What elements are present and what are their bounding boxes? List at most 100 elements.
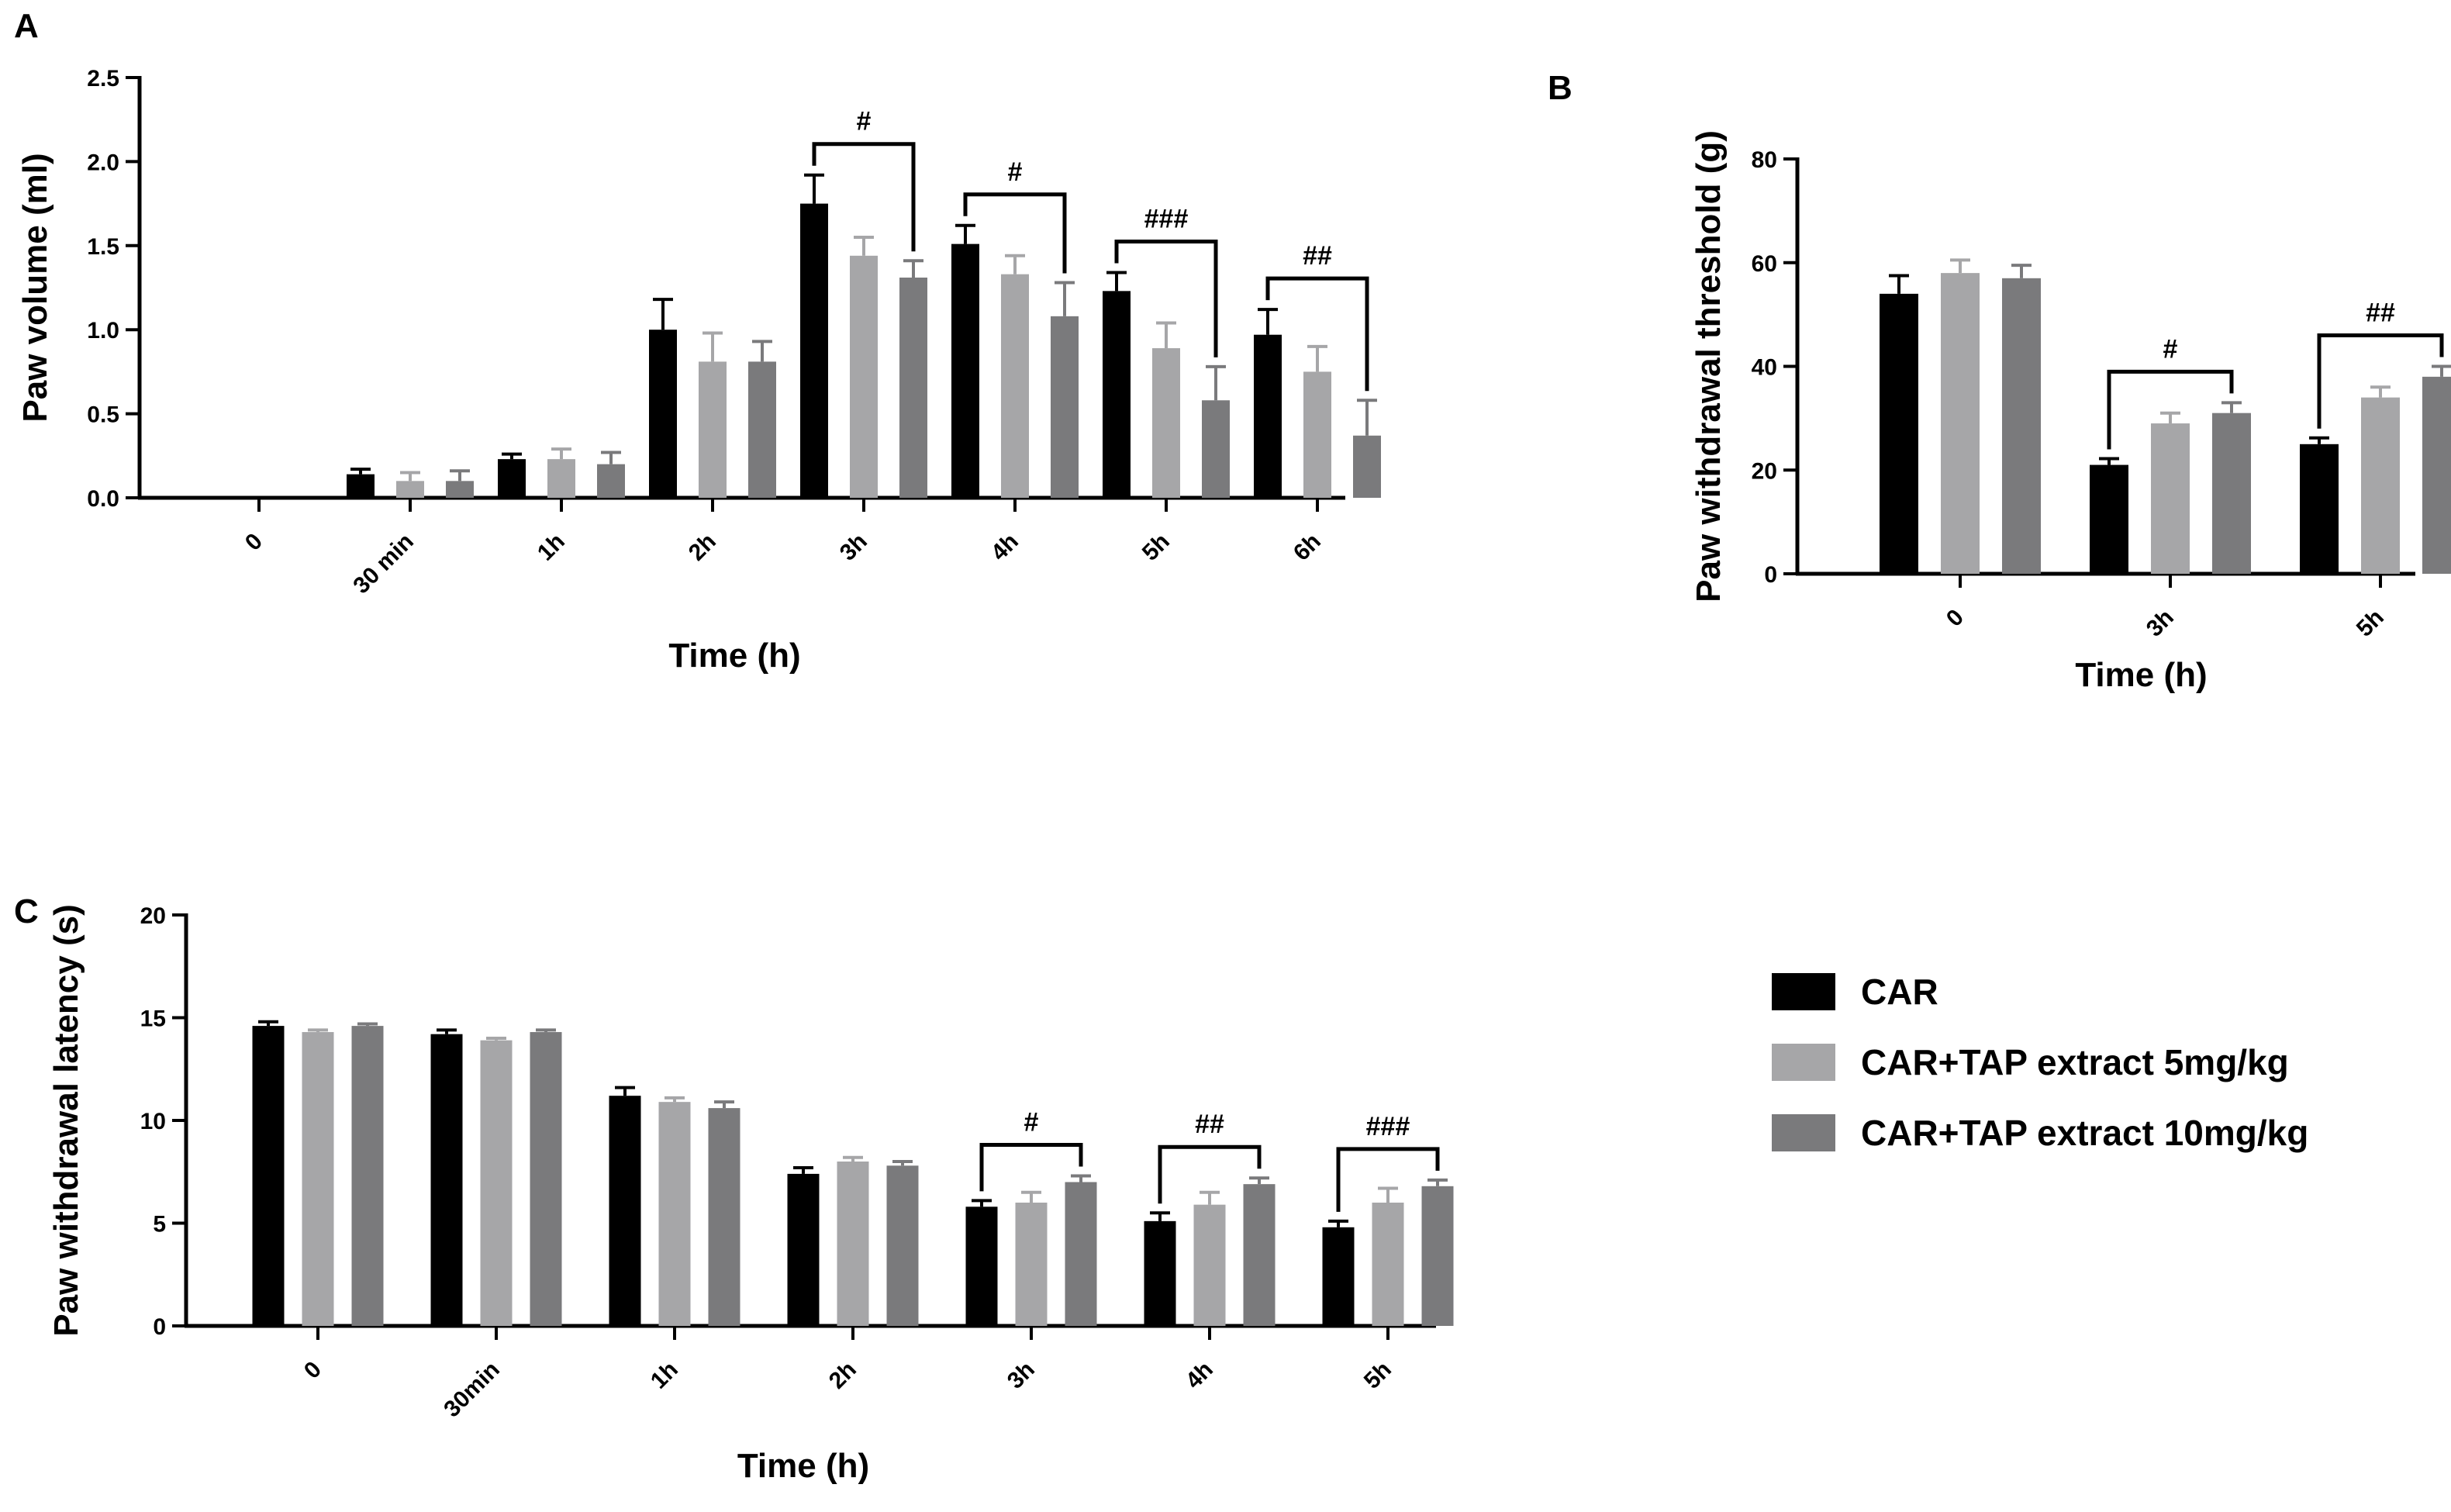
bar bbox=[430, 1034, 463, 1326]
x-tick-label: 6h bbox=[1289, 529, 1326, 566]
bar bbox=[649, 330, 677, 498]
bar bbox=[351, 1026, 384, 1326]
bar bbox=[1144, 1220, 1176, 1326]
bar bbox=[2151, 423, 2190, 574]
bar bbox=[1880, 293, 1918, 574]
legend-swatch bbox=[1772, 1114, 1835, 1151]
x-tick-label: 5h bbox=[1137, 529, 1175, 566]
y-tick-label: 2.5 bbox=[87, 66, 119, 91]
y-tick-label: 60 bbox=[1752, 251, 1777, 277]
y-tick-label: 0.5 bbox=[87, 402, 119, 428]
bar bbox=[347, 474, 375, 498]
panel-letter: A bbox=[14, 7, 39, 45]
panel-c: C 0 5 10 15 20 Paw withdrawal latency (s) Time … bbox=[14, 892, 1454, 1485]
x-tick-label: 5h bbox=[1359, 1357, 1396, 1394]
x-tick-label: 5h bbox=[2352, 605, 2389, 642]
bar bbox=[886, 1165, 919, 1326]
significance-label: # bbox=[857, 107, 872, 136]
y-tick-label: 0.0 bbox=[87, 486, 119, 512]
significance-bracket bbox=[2317, 333, 2444, 429]
y-tick-label: 20 bbox=[140, 903, 166, 929]
bar bbox=[1353, 435, 1381, 498]
significance-bracket bbox=[2107, 369, 2234, 450]
x-axis-title: Time (h) bbox=[668, 637, 800, 675]
significance-label: # bbox=[2163, 334, 2178, 364]
bar bbox=[708, 1108, 740, 1326]
x-tick-label: 30 min bbox=[348, 529, 419, 599]
bar bbox=[2212, 413, 2251, 574]
bar bbox=[2090, 464, 2128, 574]
x-axis-title: Time (h) bbox=[737, 1447, 869, 1485]
legend-label: CAR+TAP extract 10mg/kg bbox=[1861, 1113, 2308, 1153]
y-tick-label: 0 bbox=[1764, 562, 1777, 588]
y-axis-title: Paw withdrawal latency (s) bbox=[47, 904, 85, 1337]
x-tick-label: 1h bbox=[533, 529, 570, 566]
y-tick-label: 15 bbox=[140, 1006, 166, 1032]
x-tick-label: 1h bbox=[646, 1357, 683, 1394]
bar bbox=[1015, 1203, 1048, 1326]
significance-bracket bbox=[1114, 239, 1218, 357]
significance-bracket bbox=[812, 142, 916, 252]
bar bbox=[1152, 348, 1180, 498]
y-tick-label: 10 bbox=[140, 1109, 166, 1134]
significance-bracket bbox=[1336, 1147, 1440, 1212]
bar bbox=[1065, 1182, 1097, 1326]
significance-label: # bbox=[1008, 157, 1023, 187]
x-tick-label: 3h bbox=[1003, 1357, 1040, 1394]
bar bbox=[1254, 334, 1282, 498]
x-tick-label: 0 bbox=[299, 1357, 326, 1384]
bar bbox=[1303, 371, 1331, 498]
significance-label: ## bbox=[2366, 299, 2395, 328]
bar bbox=[899, 277, 927, 498]
significance-bracket bbox=[963, 192, 1067, 274]
bar bbox=[2002, 278, 2041, 574]
significance-bracket bbox=[979, 1143, 1083, 1192]
bar bbox=[1051, 316, 1079, 498]
significance-label: ### bbox=[1366, 1112, 1410, 1141]
legend-swatch bbox=[1772, 1044, 1835, 1081]
y-tick-label: 1.0 bbox=[87, 318, 119, 343]
y-tick-label: 80 bbox=[1752, 147, 1777, 173]
panel-a: A 0.0 0.5 1.0 1.5 2.0 2.5 Paw volume (ml) Time (… bbox=[14, 7, 1381, 675]
bar bbox=[1243, 1184, 1276, 1326]
legend-swatch bbox=[1772, 973, 1835, 1010]
x-tick-label: 30min bbox=[439, 1357, 505, 1423]
bar bbox=[446, 481, 474, 498]
panel-letter: B bbox=[1548, 69, 1572, 107]
bar bbox=[1941, 273, 1980, 574]
bar bbox=[965, 1206, 998, 1326]
y-tick-label: 1.5 bbox=[87, 234, 119, 260]
panel-letter: C bbox=[14, 892, 39, 930]
legend: CAR CAR+TAP extract 5mg/kg CAR+TAP extract… bbox=[1772, 972, 2308, 1153]
bar bbox=[699, 361, 727, 498]
bar bbox=[1193, 1204, 1226, 1326]
y-tick-label: 40 bbox=[1752, 355, 1777, 381]
panel-b: B 0 20 40 60 80 Paw withdrawal threshold (g) Ti… bbox=[1548, 69, 2451, 694]
significance-label: ## bbox=[1303, 241, 1332, 271]
y-tick-label: 0 bbox=[153, 1314, 166, 1340]
bar bbox=[597, 464, 625, 498]
y-tick-label: 2.0 bbox=[87, 150, 119, 175]
significance-label: ## bbox=[1195, 1110, 1224, 1139]
bar bbox=[2361, 397, 2400, 574]
significance-label: # bbox=[1024, 1108, 1039, 1137]
x-axis-title: Time (h) bbox=[2075, 656, 2207, 694]
bar bbox=[2422, 376, 2451, 574]
bar bbox=[252, 1026, 285, 1326]
x-tick-label: 0 bbox=[240, 529, 268, 556]
bar bbox=[837, 1162, 869, 1326]
significance-bracket bbox=[1265, 276, 1369, 392]
x-tick-label: 4h bbox=[986, 529, 1024, 566]
bar bbox=[1202, 400, 1230, 498]
bar bbox=[800, 203, 828, 498]
x-tick-label: 0 bbox=[1942, 605, 1969, 632]
legend-label: CAR+TAP extract 5mg/kg bbox=[1861, 1042, 2289, 1082]
bar bbox=[1421, 1186, 1454, 1326]
bar bbox=[530, 1032, 562, 1326]
bar bbox=[609, 1096, 641, 1326]
bar bbox=[1322, 1227, 1355, 1326]
bar bbox=[1372, 1203, 1404, 1326]
y-tick-label: 5 bbox=[153, 1212, 166, 1238]
bar bbox=[396, 481, 424, 498]
bar bbox=[951, 243, 979, 498]
